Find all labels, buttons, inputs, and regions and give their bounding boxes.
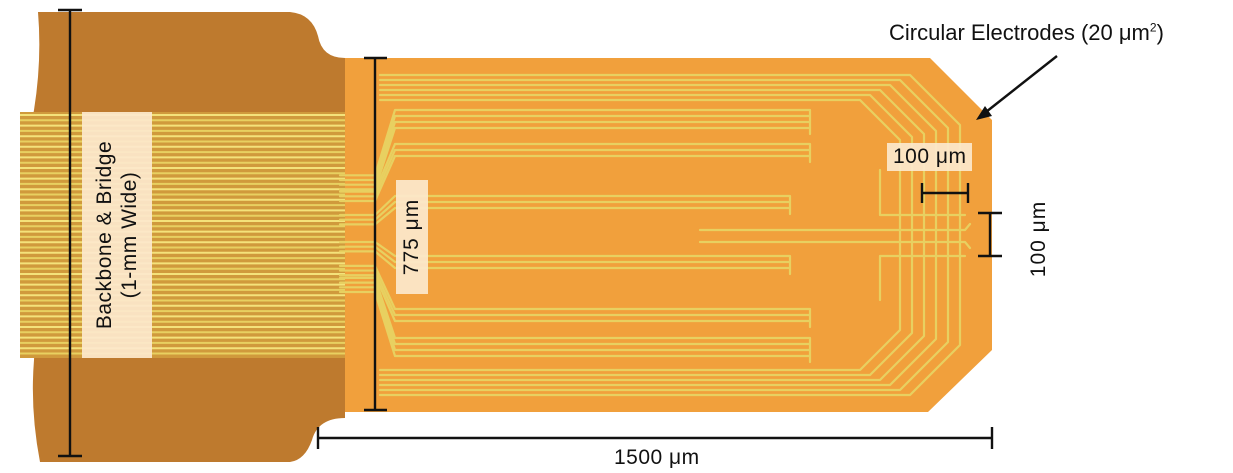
probe-traces [338,73,972,397]
backbone-traces [20,114,350,355]
backbone-label-line2: (1-mm Wide) [118,171,141,299]
probe-length-dimension [316,427,994,449]
probe-trace [338,126,812,191]
backbone-label: Backbone & Bridge (1-mm Wide) [82,112,152,358]
probe-trace [338,148,812,198]
probe-trace [378,98,902,372]
probe-trace [338,114,812,182]
probe-trace [338,120,812,186]
electrode-spacing-vertical-label: 100 μm [1027,200,1050,278]
probe-trace [338,250,792,276]
probe-trace [338,154,812,203]
probe-trace [338,290,812,364]
probe-trace [378,73,962,397]
probe-trace [338,269,812,323]
probe-trace [878,168,967,217]
electrode-spacing-horizontal-label: 100 μm [887,143,973,171]
width-775-label: 775 μm [396,180,428,294]
probe-trace [338,281,812,352]
probe-trace [378,88,926,382]
probe-trace [338,200,792,221]
probe-trace [378,78,950,392]
backbone-height-dimension [58,8,82,458]
probe-trace [338,245,792,270]
probe-trace [338,142,812,193]
backbone-label-line1: Backbone & Bridge [93,140,116,330]
probe-trace [338,194,792,217]
probe-trace [338,276,812,346]
electrode-horizontal-dimension [920,183,970,203]
probe-trace [378,83,938,387]
probe-trace [338,240,792,264]
length-1500-label: 1500 μm [614,446,700,469]
probe-trace [338,206,792,226]
probe-trace [698,222,972,232]
probe-shank [345,58,992,412]
electrode-pointer-arrow [976,55,1058,120]
circular-electrodes-label: Circular Electrodes (20 μm2) [889,20,1164,45]
probe-trace [338,264,812,317]
probe-trace [698,240,972,250]
probe-trace [338,274,812,329]
probe-trace [878,254,967,302]
probe-trace [338,286,812,358]
probe-trace [378,93,914,377]
electrode-vertical-dimension [978,211,1002,258]
probe-width-dimension [364,56,387,412]
probe-trace [338,108,812,177]
